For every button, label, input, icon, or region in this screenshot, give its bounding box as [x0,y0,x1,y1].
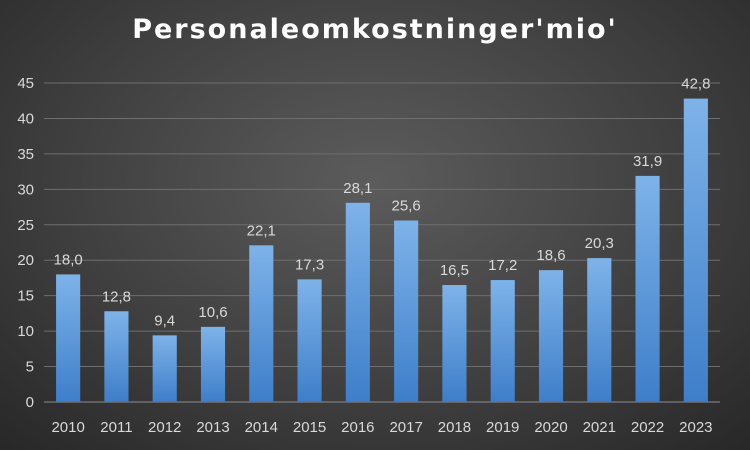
bar [345,202,370,402]
y-tick-label: 20 [17,252,34,269]
x-tick-label: 2018 [438,419,471,436]
x-tick-label: 2020 [534,419,567,436]
x-tick-label: 2021 [583,419,616,436]
bar [152,335,177,402]
data-label: 31,9 [633,153,662,170]
bar [200,326,226,402]
bar [297,279,322,402]
y-tick-label: 0 [26,394,34,411]
x-tick-label: 2012 [148,419,181,436]
data-label: 12,8 [102,288,131,305]
bar [538,270,564,402]
x-tick-label: 2023 [679,419,712,436]
bar [104,311,129,402]
bar [249,245,274,402]
x-tick-label: 2014 [245,419,278,436]
data-label: 10,6 [198,304,227,321]
data-label: 42,8 [681,76,710,93]
y-tick-label: 15 [17,288,34,305]
x-tick-label: 2016 [341,419,374,436]
y-tick-label: 45 [17,75,34,92]
y-tick-label: 25 [17,217,34,234]
y-tick-label: 5 [26,359,34,376]
data-label: 18,6 [536,247,565,264]
data-labels: 18,0 12,8 9,4 10,6 22,1 17,3 28,1 25,6 16,5 17,2 1… [54,76,711,330]
bar [442,285,467,402]
data-label: 28,1 [343,180,372,197]
x-tick-label: 2015 [293,419,326,436]
data-label: 20,3 [585,235,614,252]
bar [490,280,515,402]
bars [56,98,708,403]
data-label: 16,5 [440,262,469,279]
gridlines [44,82,720,403]
data-label: 9,4 [154,312,175,329]
y-tick-label: 40 [17,110,34,127]
y-tick-label: 35 [17,146,34,163]
x-tick-label: 2013 [196,419,229,436]
y-axis-ticks: 0 5 10 15 20 25 30 35 40 45 [17,75,34,411]
y-tick-label: 10 [17,323,34,340]
data-label: 22,1 [247,222,276,239]
bar [394,220,419,402]
x-axis-ticks: 2010 2011 2012 2013 2014 2015 2016 2017 2018 2019… [51,419,712,436]
bar [56,274,81,402]
x-tick-label: 2017 [389,419,422,436]
y-tick-label: 30 [17,181,34,198]
data-label: 25,6 [392,198,421,215]
x-tick-label: 2019 [486,419,519,436]
bar [683,98,708,403]
x-tick-label: 2010 [51,419,84,436]
chart-title: Personaleomkostninger'mio' [132,14,618,45]
bar [587,258,612,402]
x-tick-label: 2011 [100,419,132,436]
data-label: 18,0 [54,251,83,268]
data-label: 17,3 [295,256,324,273]
bar [635,175,660,402]
x-tick-label: 2022 [631,419,664,436]
data-label: 17,2 [488,257,517,274]
